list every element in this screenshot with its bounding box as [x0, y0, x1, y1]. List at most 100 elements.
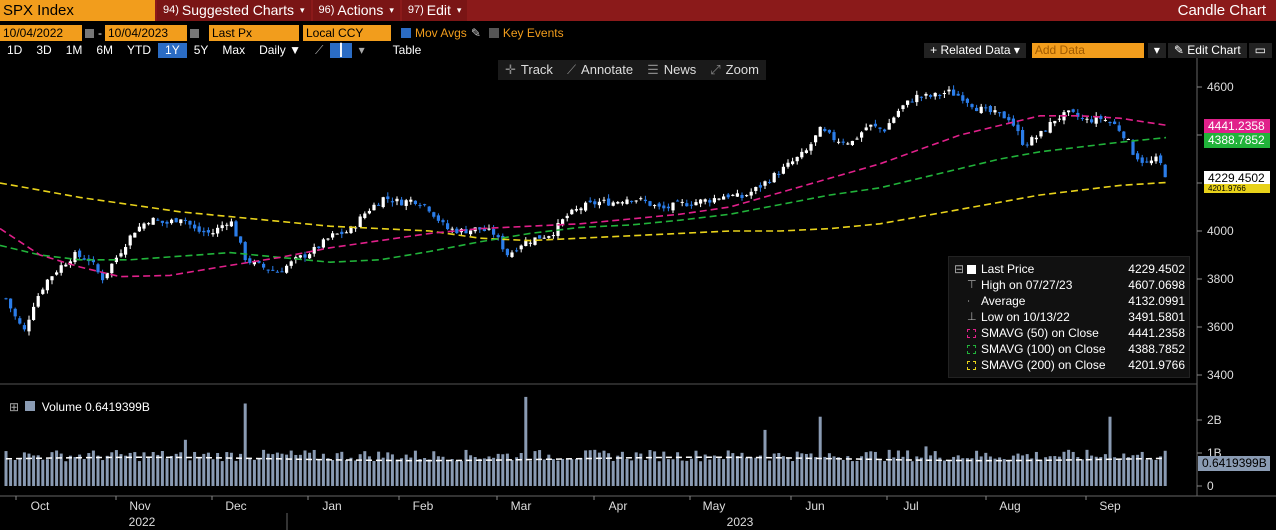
candle-chart-icon[interactable]: ┃: [330, 43, 352, 58]
legend-sma200[interactable]: SMAVG (200) on Close 4201.9766: [949, 357, 1189, 373]
ticker-field[interactable]: SPX Index: [0, 0, 155, 21]
period-1y[interactable]: 1Y: [158, 43, 187, 58]
volume-bar: [1067, 449, 1071, 486]
volume-bar: [455, 460, 459, 486]
candle-body: [699, 199, 703, 204]
period-1d[interactable]: 1D: [7, 43, 23, 57]
vol-tick-label: 2B: [1207, 413, 1222, 427]
vol-tick-label: 0: [1207, 479, 1214, 493]
line-chart-icon[interactable]: ⟋: [314, 43, 324, 57]
volume-bar: [602, 450, 606, 486]
volume-bar: [630, 460, 634, 486]
end-date-field[interactable]: 10/04/2023: [105, 25, 187, 41]
legend-value: 4607.0698: [1128, 278, 1185, 292]
volume-bar: [101, 460, 105, 486]
price-field-select[interactable]: Last Px: [209, 25, 299, 41]
zoom-button[interactable]: ⤢ Zoom: [703, 60, 766, 80]
volume-bar: [731, 453, 735, 486]
volume-bar: [998, 457, 1002, 486]
candle-body: [768, 181, 772, 183]
legend-value: 4229.4502: [1128, 262, 1185, 276]
add-data-input[interactable]: Add Data: [1031, 43, 1144, 58]
candle-body: [689, 204, 693, 206]
legend-name: SMAVG (50) on Close: [981, 326, 1099, 340]
volume-bar: [266, 453, 270, 486]
candle-body: [211, 233, 215, 235]
volume-bar: [243, 403, 247, 486]
mov-avgs-checkbox[interactable]: [401, 28, 411, 38]
actions-button[interactable]: 96) Actions ▾: [312, 0, 400, 21]
start-date-field[interactable]: 10/04/2022: [0, 25, 82, 41]
candle-body: [515, 250, 519, 252]
candle-body: [1103, 119, 1107, 121]
candle-body: [639, 198, 643, 200]
candle-body: [59, 265, 63, 273]
volume-bar: [308, 452, 312, 486]
legend-collapse-icon[interactable]: ⊟: [954, 262, 965, 276]
edit-chart-button[interactable]: ✎ Edit Chart: [1167, 43, 1247, 58]
candle-body: [505, 248, 509, 256]
volume-bar: [133, 452, 137, 486]
candle-body: [731, 194, 735, 196]
key-events-checkbox[interactable]: [488, 28, 499, 38]
legend-name: High on 07/27/23: [981, 278, 1073, 292]
candle-body: [597, 201, 601, 206]
candle-body: [1149, 160, 1153, 164]
legend-toggle-icon[interactable]: ⊞: [9, 400, 20, 414]
calendar-icon[interactable]: [85, 28, 94, 38]
chevron-down-icon[interactable]: ▾: [358, 43, 365, 57]
candle-body: [547, 236, 551, 238]
legend-value: 4441.2358: [1128, 326, 1185, 340]
volume-bar: [653, 451, 657, 486]
period-3d[interactable]: 3D: [36, 43, 52, 57]
period-buttons: 1D 3D 1M 6M YTD 1Y 5Y Max: [0, 43, 252, 58]
volume-bar: [1113, 457, 1117, 486]
frequency-select[interactable]: Daily ▼: [259, 43, 301, 57]
candle-body: [685, 203, 689, 207]
pencil-icon[interactable]: ✎: [470, 26, 481, 40]
y-tick-label: 4600: [1207, 80, 1234, 94]
volume-bar: [423, 458, 427, 486]
period-6m[interactable]: 6M: [96, 43, 114, 57]
volume-bar: [170, 455, 174, 486]
volume-bar: [1007, 459, 1011, 486]
legend-last-price[interactable]: ⊟ Last Price 4229.4502: [949, 261, 1189, 277]
annotate-button[interactable]: ⟋ Annotate: [560, 60, 640, 80]
legend-sma50[interactable]: SMAVG (50) on Close 4441.2358: [949, 325, 1189, 341]
candle-body: [906, 100, 910, 105]
candle-body: [1025, 144, 1029, 146]
table-button[interactable]: Table: [392, 43, 422, 57]
add-data-dropdown[interactable]: ▾: [1147, 43, 1166, 58]
candle-body: [450, 228, 454, 230]
candle-body: [179, 219, 183, 224]
volume-bar: [1131, 455, 1135, 486]
period-ytd[interactable]: YTD: [127, 43, 152, 57]
related-data-button[interactable]: + Related Data ▾: [924, 43, 1026, 58]
volume-bar: [395, 459, 399, 486]
currency-select[interactable]: Local CCY: [303, 25, 391, 41]
legend-sma100[interactable]: SMAVG (100) on Close 4388.7852: [949, 341, 1189, 357]
track-button[interactable]: ✛ Track: [498, 60, 560, 80]
candle-body: [91, 259, 95, 263]
volume-bar: [1062, 451, 1066, 486]
candle-body: [611, 202, 615, 206]
volume-bar: [648, 450, 652, 486]
volume-bar: [349, 457, 353, 486]
period-max[interactable]: Max: [222, 43, 246, 57]
news-button[interactable]: ☰ News: [640, 60, 703, 80]
volume-bar: [464, 449, 468, 486]
period-1m[interactable]: 1M: [65, 43, 83, 57]
volume-bar: [124, 455, 128, 486]
candle-body: [538, 235, 542, 239]
period-5y[interactable]: 5Y: [193, 43, 209, 57]
candle-body: [855, 138, 859, 140]
maximize-icon[interactable]: ▭: [1248, 43, 1272, 58]
suggested-charts-button[interactable]: 94) Suggested Charts ▾: [157, 0, 311, 21]
volume-bar: [441, 456, 445, 486]
volume-bar: [712, 455, 716, 486]
calendar-icon[interactable]: [190, 28, 199, 38]
candle-body: [818, 126, 822, 137]
candle-body: [850, 140, 854, 146]
volume-bar: [510, 459, 514, 486]
edit-button[interactable]: 97) Edit ▾: [401, 0, 468, 21]
